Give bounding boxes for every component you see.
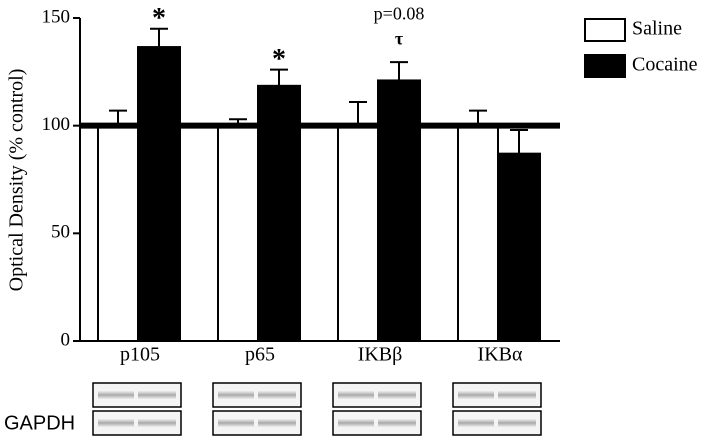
error-bar bbox=[150, 27, 168, 48]
bar bbox=[97, 124, 139, 342]
legend-swatch bbox=[584, 18, 626, 42]
bar bbox=[497, 152, 541, 342]
blot-band bbox=[218, 419, 254, 427]
legend-label: Cocaine bbox=[632, 54, 698, 76]
error-bar bbox=[510, 128, 528, 154]
blot-band bbox=[458, 419, 494, 427]
y-tick-label: 0 bbox=[61, 329, 71, 350]
blot-band bbox=[98, 419, 134, 427]
bar bbox=[457, 124, 499, 342]
blot-band bbox=[498, 419, 536, 427]
legend-label: Saline bbox=[632, 18, 682, 40]
blot-band bbox=[138, 419, 176, 427]
y-axis-label: Optical Density (% control) bbox=[6, 69, 28, 292]
bar bbox=[217, 124, 259, 342]
error-bar bbox=[390, 61, 408, 81]
annotation: τ bbox=[395, 28, 404, 48]
blot-band bbox=[258, 419, 296, 427]
blot-band bbox=[98, 391, 134, 399]
bar bbox=[137, 46, 181, 342]
annotation: p=0.08 bbox=[374, 3, 425, 23]
blot-band bbox=[338, 419, 374, 427]
error-bar bbox=[270, 68, 288, 86]
blot-band bbox=[498, 391, 536, 399]
annotation: * bbox=[272, 44, 286, 75]
bar bbox=[337, 124, 379, 342]
y-tick-label: 50 bbox=[51, 222, 70, 243]
annotation: * bbox=[152, 3, 166, 34]
blot-band bbox=[338, 391, 374, 399]
x-tick-label: p65 bbox=[245, 344, 275, 366]
legend-swatch bbox=[584, 54, 626, 78]
bar bbox=[377, 79, 421, 343]
error-bar bbox=[349, 100, 367, 126]
blot-label: GAPDH bbox=[4, 412, 75, 434]
blot-band bbox=[378, 391, 416, 399]
blot-band bbox=[138, 391, 176, 399]
blot-band bbox=[378, 419, 416, 427]
y-tick-label: 100 bbox=[42, 114, 71, 135]
x-tick-label: IKBβ bbox=[358, 344, 403, 366]
blot-band bbox=[258, 391, 296, 399]
x-tick-label: p105 bbox=[120, 344, 160, 366]
x-tick-label: IKBα bbox=[478, 344, 523, 366]
blot-band bbox=[218, 391, 254, 399]
blot-band bbox=[458, 391, 494, 399]
y-tick-label: 150 bbox=[42, 6, 71, 27]
